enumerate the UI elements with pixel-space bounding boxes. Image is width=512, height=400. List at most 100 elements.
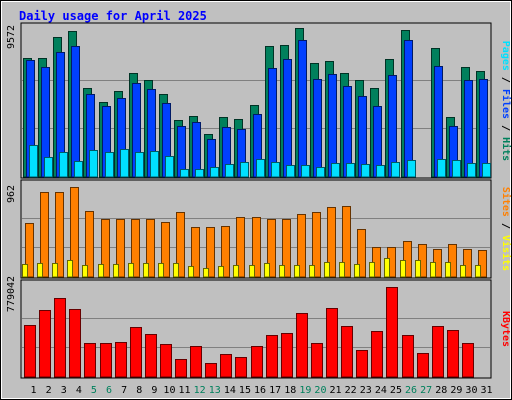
x-tick-label: 28 bbox=[435, 385, 447, 396]
x-tick-label: 14 bbox=[224, 385, 236, 396]
bar-visits-day-3 bbox=[55, 192, 64, 278]
bar-visits-day-12 bbox=[191, 227, 200, 278]
x-tick-label: 8 bbox=[136, 385, 142, 396]
x-tick-label: 4 bbox=[76, 385, 82, 396]
chart-panels: 9572 Pages / Files / Hits 962 Sites / Visit… bbox=[6, 22, 512, 379]
bar-kbytes-day-22 bbox=[341, 326, 353, 378]
bar-pages-day-20 bbox=[316, 167, 325, 178]
bar-kbytes-day-16 bbox=[251, 346, 263, 378]
bar-pages-day-2 bbox=[44, 157, 53, 178]
bar-kbytes-day-17 bbox=[266, 335, 278, 378]
bar-pages-day-25 bbox=[391, 162, 400, 178]
bar-sites-day-16 bbox=[249, 265, 255, 278]
bar-kbytes-day-18 bbox=[281, 333, 293, 378]
bar-sites-day-7 bbox=[113, 264, 119, 278]
x-tick-label: 22 bbox=[345, 385, 357, 396]
bar-sites-day-29 bbox=[445, 262, 451, 278]
bar-pages-day-21 bbox=[331, 163, 340, 178]
x-tick-label: 6 bbox=[106, 385, 112, 396]
bar-kbytes-day-9 bbox=[145, 334, 157, 378]
bar-sites-day-25 bbox=[384, 258, 390, 278]
bar-visits-day-9 bbox=[146, 219, 155, 278]
bar-pages-day-26 bbox=[407, 160, 416, 178]
bar-kbytes-day-29 bbox=[447, 330, 459, 378]
bar-visits-day-11 bbox=[176, 212, 185, 278]
bar-pages-day-23 bbox=[361, 164, 370, 178]
y-max-label: 779042 bbox=[6, 276, 17, 312]
bar-pages-day-31 bbox=[482, 163, 491, 178]
bar-visits-day-16 bbox=[252, 217, 261, 278]
bar-sites-day-28 bbox=[430, 262, 436, 278]
x-tick-label: 11 bbox=[179, 385, 191, 396]
bar-visits-day-14 bbox=[221, 226, 230, 278]
bar-sites-day-17 bbox=[264, 263, 270, 278]
bar-kbytes-day-28 bbox=[432, 326, 444, 378]
x-tick-label: 3 bbox=[61, 385, 67, 396]
bar-kbytes-day-2 bbox=[39, 310, 51, 378]
bar-visits-day-4 bbox=[70, 187, 79, 278]
bar-kbytes-day-27 bbox=[417, 353, 429, 378]
bar-kbytes-day-10 bbox=[160, 344, 172, 378]
bar-pages-day-17 bbox=[271, 162, 280, 178]
bar-sites-day-10 bbox=[158, 263, 164, 278]
bar-sites-day-24 bbox=[369, 262, 375, 278]
bar-pages-day-11 bbox=[180, 169, 189, 178]
bar-kbytes-day-26 bbox=[402, 335, 414, 378]
bar-pages-day-30 bbox=[467, 163, 476, 178]
bar-visits-day-31 bbox=[478, 250, 487, 278]
bar-files-day-20 bbox=[313, 79, 322, 178]
legend-entry: KBytes bbox=[500, 311, 511, 347]
series-legend: KBytes bbox=[500, 311, 511, 347]
bar-pages-day-29 bbox=[452, 160, 461, 178]
bar-sites-day-27 bbox=[415, 260, 421, 278]
bar-visits-day-7 bbox=[116, 219, 125, 278]
bar-sites-day-13 bbox=[203, 268, 209, 278]
bar-sites-day-23 bbox=[354, 264, 360, 278]
bar-kbytes-day-14 bbox=[220, 354, 232, 378]
bar-kbytes-day-8 bbox=[130, 327, 142, 378]
y-max-label: 962 bbox=[6, 185, 17, 203]
bar-visits-day-1 bbox=[25, 223, 34, 278]
bar-pages-day-19 bbox=[301, 165, 310, 178]
x-tick-label: 12 bbox=[194, 385, 206, 396]
bar-files-day-17 bbox=[268, 68, 277, 178]
legend-entry: / bbox=[500, 217, 511, 235]
bar-visits-day-22 bbox=[342, 206, 351, 278]
bar-pages-day-15 bbox=[240, 162, 249, 178]
bar-visits-day-2 bbox=[40, 192, 49, 278]
bar-pages-day-14 bbox=[225, 164, 234, 178]
bar-pages-day-22 bbox=[346, 163, 355, 178]
bar-pages-day-18 bbox=[286, 165, 295, 178]
bar-visits-day-5 bbox=[85, 211, 94, 278]
bar-sites-day-4 bbox=[67, 260, 73, 278]
bar-visits-day-20 bbox=[312, 212, 321, 278]
panel-hits-files-pages: 9572 Pages / Files / Hits bbox=[6, 22, 512, 179]
bar-visits-day-17 bbox=[267, 219, 276, 278]
bar-files-day-30 bbox=[464, 80, 473, 178]
chart-title: Daily usage for April 2025 bbox=[19, 9, 207, 23]
x-tick-label: 27 bbox=[420, 385, 432, 396]
bar-sites-day-8 bbox=[128, 263, 134, 278]
bar-sites-day-2 bbox=[37, 263, 43, 278]
panel-visits-sites: 962 Sites / Visits bbox=[6, 179, 512, 279]
bar-sites-day-5 bbox=[82, 265, 88, 278]
bar-kbytes-day-20 bbox=[311, 343, 323, 378]
bar-sites-day-6 bbox=[98, 264, 104, 278]
x-tick-label: 10 bbox=[163, 385, 175, 396]
bar-pages-day-28 bbox=[437, 159, 446, 178]
series-legend: Pages / Files / Hits bbox=[500, 41, 512, 161]
x-tick-label: 24 bbox=[375, 385, 387, 396]
bar-kbytes-day-23 bbox=[356, 350, 368, 378]
bar-files-day-18 bbox=[283, 59, 292, 178]
bar-kbytes-day-4 bbox=[69, 309, 81, 378]
legend-entry: Sites bbox=[500, 187, 512, 217]
legend-entry: Pages bbox=[500, 41, 511, 71]
bar-visits-day-10 bbox=[161, 222, 170, 278]
bar-sites-day-14 bbox=[218, 266, 224, 278]
bar-kbytes-day-15 bbox=[235, 357, 247, 378]
bar-pages-day-1 bbox=[29, 145, 38, 178]
x-tick-label: 7 bbox=[121, 385, 127, 396]
bar-kbytes-day-19 bbox=[296, 313, 308, 378]
